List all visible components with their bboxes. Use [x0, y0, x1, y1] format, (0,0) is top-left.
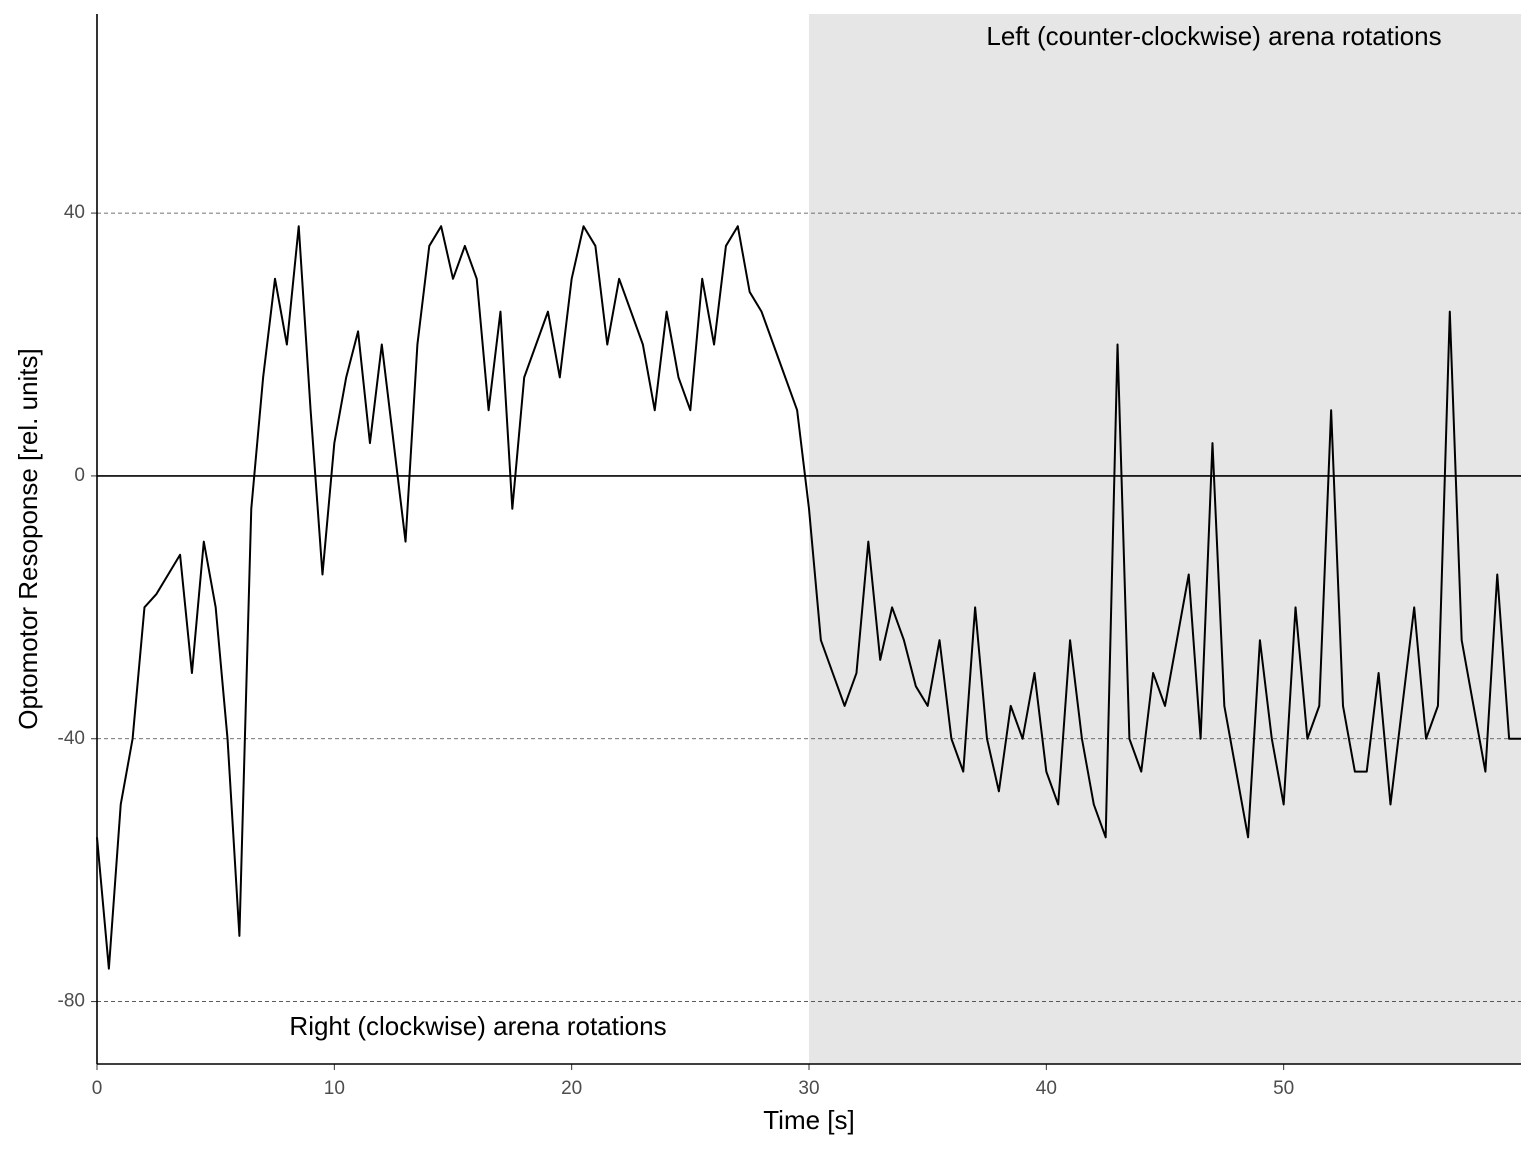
annotation: Right (clockwise) arena rotations — [289, 1011, 666, 1041]
y-tick-label: 0 — [74, 465, 85, 486]
x-tick-label: 40 — [1036, 1078, 1057, 1099]
x-tick-label: 50 — [1273, 1078, 1294, 1099]
data-line — [96, 225, 1521, 970]
y-tick-label: -80 — [58, 991, 85, 1012]
x-tick-label: 20 — [561, 1078, 582, 1099]
annotation: Left (counter-clockwise) arena rotations — [986, 21, 1441, 51]
x-tick-label: 30 — [798, 1078, 819, 1099]
x-axis-title: Time [s] — [763, 1105, 854, 1135]
y-axis-title: Optomotor Resoponse [rel. units] — [13, 348, 43, 730]
highlight-band — [809, 14, 1521, 1064]
y-tick-label: -40 — [58, 728, 85, 749]
x-tick-label: 0 — [92, 1078, 103, 1099]
x-tick-label: 10 — [324, 1078, 345, 1099]
y-tick-label: 40 — [64, 202, 85, 223]
